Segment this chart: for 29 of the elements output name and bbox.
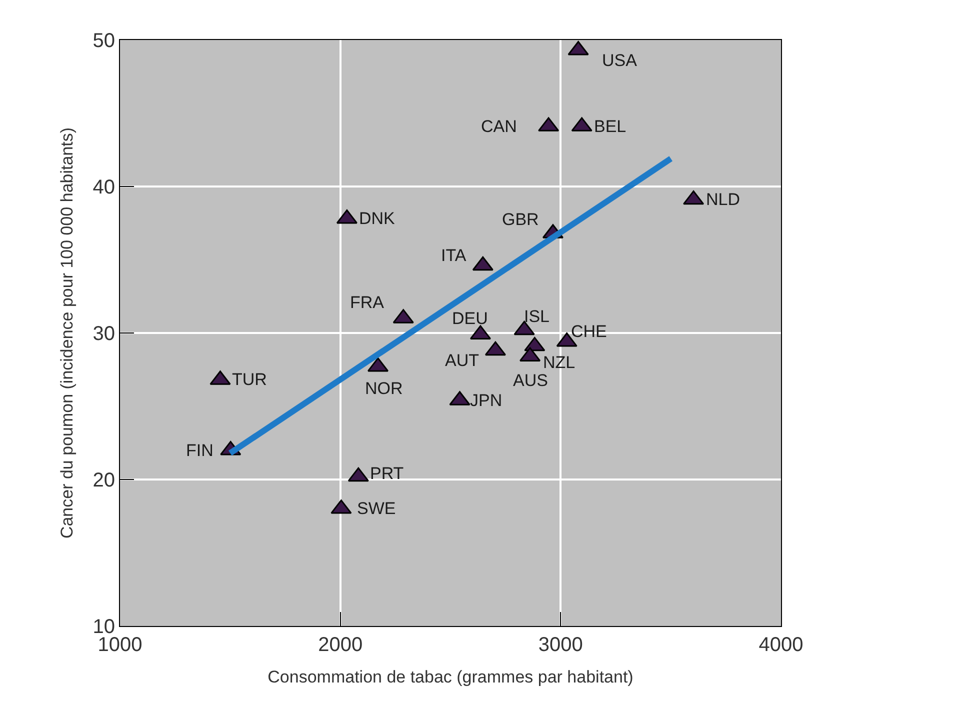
annotation: JPN <box>470 391 502 410</box>
annotation: USA <box>602 51 638 70</box>
annotation: FIN <box>186 441 214 460</box>
y-tick-label: 40 <box>92 176 115 198</box>
annotation: BEL <box>594 117 626 136</box>
y-axis-title: Cancer du poumon (incidence pour 100 000 habitants) <box>57 127 76 539</box>
x-axis-title: Consommation de tabac (grammes par habitant) <box>268 667 634 686</box>
annotation: NLD <box>706 190 740 209</box>
annotation: AUT <box>445 351 479 370</box>
annotation: FRA <box>350 293 385 312</box>
annotation: ISL <box>524 307 550 326</box>
x-tick-label: 3000 <box>538 634 583 656</box>
annotation: AUS <box>513 371 548 390</box>
annotation: DNK <box>359 209 396 228</box>
x-tick-label: 4000 <box>758 634 804 656</box>
annotation: NZL <box>543 353 576 372</box>
x-tick-label: 2000 <box>318 634 363 656</box>
annotation: PRT <box>370 464 404 483</box>
annotation: NOR <box>365 379 403 398</box>
annotation: GBR <box>502 210 539 229</box>
annotation: CHE <box>571 322 607 341</box>
annotation: ITA <box>441 246 467 265</box>
y-tick-label: 50 <box>92 30 115 52</box>
annotation: SWE <box>357 499 396 518</box>
annotation: DEU <box>452 309 488 328</box>
annotation: CAN <box>481 117 517 136</box>
y-tick-label: 30 <box>92 323 115 345</box>
y-tick-label: 20 <box>92 470 115 492</box>
annotation: TUR <box>232 370 267 389</box>
